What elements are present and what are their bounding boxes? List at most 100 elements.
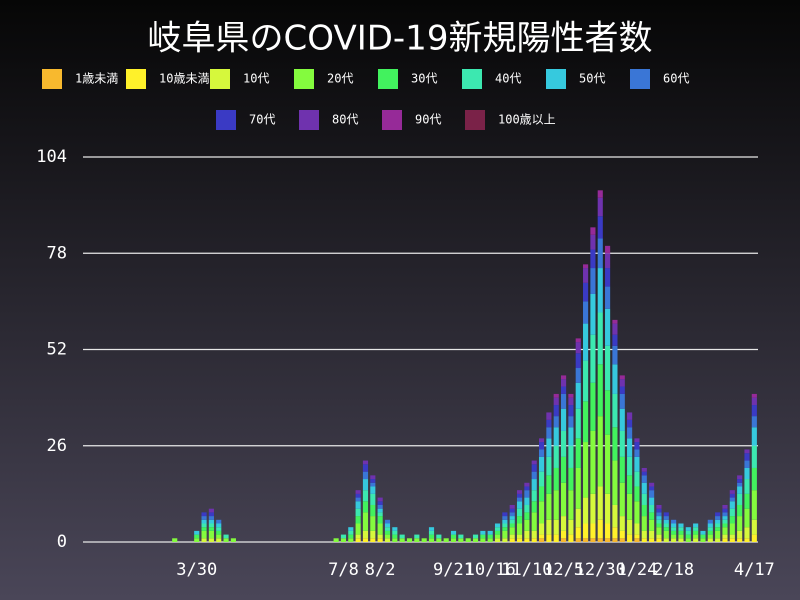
bar-segment (722, 508, 728, 513)
bar-segment (494, 523, 501, 528)
bar-segment (531, 530, 537, 539)
y-tick-label: 78 (47, 243, 67, 263)
bar-segment (729, 534, 735, 539)
bar-segment (722, 519, 728, 524)
bar-segment (472, 538, 479, 542)
bar-segment (553, 393, 559, 398)
bar-segment (524, 482, 530, 487)
bar-segment (362, 501, 369, 513)
bar-segment (671, 530, 677, 535)
bar-segment (538, 456, 545, 472)
bar-segment (509, 519, 515, 524)
bar-segment (516, 493, 523, 498)
bar-segment (436, 538, 442, 542)
bar-segment (641, 475, 647, 483)
bar-segment (751, 467, 757, 491)
y-tick-label: 26 (47, 436, 67, 456)
bar-segment (619, 456, 625, 483)
bar-segment (605, 308, 611, 346)
bar-segment (561, 386, 567, 394)
legend-label: 40代 (495, 72, 521, 86)
bar-segment (377, 538, 383, 542)
bar-segment (465, 538, 471, 542)
bar-segment (370, 479, 376, 483)
bar-segment (597, 268, 603, 313)
bar-segment (575, 538, 581, 542)
bar-segment (561, 456, 567, 483)
legend-swatch (382, 110, 402, 130)
bar-segment (634, 438, 640, 443)
bar-segment (355, 538, 361, 542)
bar-segment (641, 530, 647, 539)
bar-segment (678, 523, 684, 528)
bar-segment (641, 504, 647, 517)
bar-segment (597, 238, 603, 269)
bar-segment (362, 464, 369, 472)
bar-segment (561, 516, 567, 531)
legend-label: 10代 (243, 72, 269, 86)
bar-segment (524, 519, 530, 531)
bar-segment (561, 379, 567, 387)
bar-segment (729, 538, 735, 542)
bar-segment (561, 482, 567, 517)
bar-segment (509, 527, 515, 535)
bar-segment (605, 538, 611, 542)
bar-segment (201, 538, 207, 542)
bar-segment (583, 442, 589, 498)
bar-segment (480, 538, 486, 542)
bar-segment (715, 519, 721, 524)
bar-segment (399, 538, 405, 542)
bar-segment (605, 345, 611, 391)
x-tick-label: 4/17 (734, 560, 775, 580)
bar-segment (744, 493, 750, 509)
bar-segment (392, 538, 398, 542)
bar-segment (605, 390, 611, 435)
bar-segment (575, 338, 581, 343)
bar-segment (480, 534, 486, 539)
bar-segment (436, 534, 442, 539)
bar-segment (208, 523, 214, 528)
bar-segment (516, 508, 523, 517)
bar-segment (531, 490, 537, 502)
bar-segment (502, 527, 508, 531)
bar-segment (377, 512, 383, 517)
bar-segment (216, 527, 222, 531)
bar-segment (568, 405, 574, 417)
bar-segment (538, 523, 545, 535)
bar-segment (531, 471, 537, 480)
bar-segment (693, 530, 699, 535)
bar-segment (649, 530, 655, 539)
bar-segment (370, 504, 376, 517)
bar-segment (729, 501, 735, 509)
bar-segment (538, 438, 545, 443)
bar-segment (671, 538, 677, 542)
bar-segment (583, 497, 589, 524)
bar-segment (546, 519, 552, 535)
bar-segment (538, 449, 545, 457)
legend-swatch (216, 110, 236, 130)
bar-segment (524, 538, 530, 542)
bar-segment (597, 538, 603, 542)
bar-segment (531, 464, 537, 472)
bar-segment (575, 368, 581, 383)
bar-segment (590, 538, 596, 542)
bar-segment (641, 516, 647, 531)
bar-segment (656, 519, 662, 524)
bar-segment (377, 497, 383, 502)
bar-segment (575, 527, 581, 539)
bar-segment (531, 501, 537, 513)
bar-segment (428, 530, 435, 535)
bar-segment (531, 460, 537, 465)
bar-segment (524, 497, 530, 505)
bar-segment (516, 490, 523, 494)
bar-segment (737, 482, 743, 487)
bar-segment (751, 445, 757, 468)
bar-segment (377, 508, 383, 513)
bar-segment (208, 519, 214, 524)
bar-segment (583, 282, 589, 302)
bar-segment (715, 516, 721, 520)
bar-segment (333, 538, 339, 542)
bar-segment (751, 397, 757, 406)
bar-segment (685, 530, 691, 535)
bar-segment (707, 534, 713, 539)
